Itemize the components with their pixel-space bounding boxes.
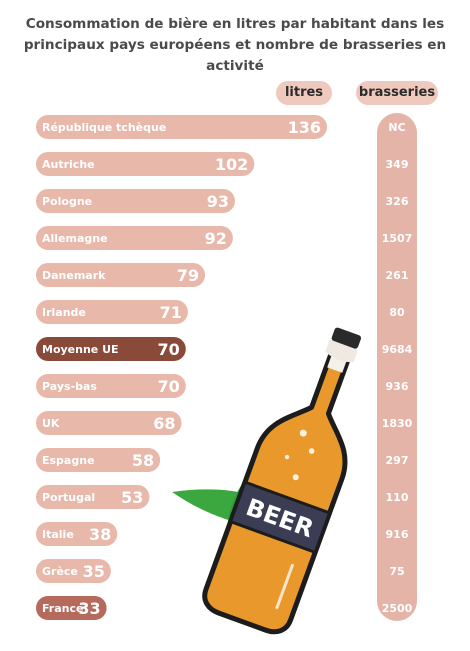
bar-value-allemagne: 92 bbox=[205, 229, 227, 248]
bar-allemagne bbox=[36, 226, 233, 250]
brasseries-value-irlande: 80 bbox=[389, 306, 405, 319]
bottle-label bbox=[228, 480, 332, 555]
bar-italie bbox=[36, 522, 118, 546]
litres-column-header: litres bbox=[276, 81, 332, 105]
brasseries-value-pays-bas: 936 bbox=[386, 380, 409, 393]
bar-label-republique-tcheque: République tchèque bbox=[42, 121, 166, 134]
brasseries-value-allemagne: 1507 bbox=[382, 232, 413, 245]
brasseries-value-moyenne-ue: 9684 bbox=[382, 343, 413, 356]
litres-bars: République tchèque 136 Autriche 102 Pologne 9… bbox=[36, 115, 328, 620]
brasseries-value-portugal: 110 bbox=[386, 491, 409, 504]
brasseries-column-header: brasseries bbox=[356, 81, 438, 105]
bar-france bbox=[36, 596, 107, 620]
brasseries-value-espagne: 297 bbox=[386, 454, 409, 467]
brasseries-values: NC 349 326 1507 261 80 9684 936 1830 297 110 916 75 2… bbox=[382, 121, 413, 615]
brasseries-value-uk: 1830 bbox=[382, 417, 413, 430]
bar-label-pays-bas: Pays-bas bbox=[42, 380, 97, 393]
bar-value-pologne: 93 bbox=[207, 192, 229, 211]
bar-label-danemark: Danemark bbox=[42, 269, 106, 282]
bar-value-france: 33 bbox=[78, 599, 100, 618]
chart-title: Consommation de bière en litres par habi… bbox=[23, 16, 447, 74]
bar-label-allemagne: Allemagne bbox=[42, 232, 108, 245]
bar-label-espagne: Espagne bbox=[42, 454, 95, 467]
bar-label-moyenne-ue: Moyenne UE bbox=[42, 343, 119, 356]
bar-grece bbox=[36, 559, 111, 583]
bar-value-italie: 38 bbox=[89, 525, 111, 544]
brasseries-value-italie: 916 bbox=[386, 528, 409, 541]
bar-label-grece: Grèce bbox=[42, 565, 78, 578]
bar-value-autriche: 102 bbox=[215, 155, 248, 174]
bar-value-portugal: 53 bbox=[121, 488, 143, 507]
bar-pays-bas bbox=[36, 374, 186, 398]
bar-moyenne-ue bbox=[36, 337, 186, 361]
bar-label-pologne: Pologne bbox=[42, 195, 92, 208]
brasseries-value-republique-tcheque: NC bbox=[388, 121, 405, 134]
brasseries-value-pologne: 326 bbox=[386, 195, 409, 208]
bar-uk bbox=[36, 411, 182, 435]
bar-label-autriche: Autriche bbox=[42, 158, 95, 171]
bar-pologne bbox=[36, 189, 236, 213]
bar-value-moyenne-ue: 70 bbox=[158, 340, 180, 359]
bar-value-espagne: 58 bbox=[132, 451, 154, 470]
bar-value-republique-tcheque: 136 bbox=[288, 118, 321, 137]
bottle-cap bbox=[331, 327, 362, 349]
bar-danemark bbox=[36, 263, 206, 287]
bar-republique-tcheque bbox=[36, 115, 328, 139]
bar-value-irlande: 71 bbox=[160, 303, 182, 322]
brasseries-value-grece: 75 bbox=[389, 565, 404, 578]
brasseries-column bbox=[377, 113, 417, 621]
bar-label-portugal: Portugal bbox=[42, 491, 95, 504]
bar-label-irlande: Irlande bbox=[42, 306, 86, 319]
bar-value-grece: 35 bbox=[83, 562, 105, 581]
brasseries-value-danemark: 261 bbox=[386, 269, 409, 282]
bar-irlande bbox=[36, 300, 188, 324]
bar-value-uk: 68 bbox=[153, 414, 175, 433]
bar-value-pays-bas: 70 bbox=[158, 377, 180, 396]
brasseries-value-france: 2500 bbox=[382, 602, 413, 615]
bar-label-uk: UK bbox=[42, 417, 60, 430]
bottle-body bbox=[202, 334, 357, 635]
bar-autriche bbox=[36, 152, 255, 176]
bar-label-france: France bbox=[42, 602, 83, 615]
beer-bottle-illustration: BEER bbox=[172, 327, 362, 635]
bar-espagne bbox=[36, 448, 161, 472]
bar-portugal bbox=[36, 485, 150, 509]
bar-value-danemark: 79 bbox=[177, 266, 199, 285]
bar-label-italie: Italie bbox=[42, 528, 74, 541]
brasseries-value-autriche: 349 bbox=[386, 158, 409, 171]
